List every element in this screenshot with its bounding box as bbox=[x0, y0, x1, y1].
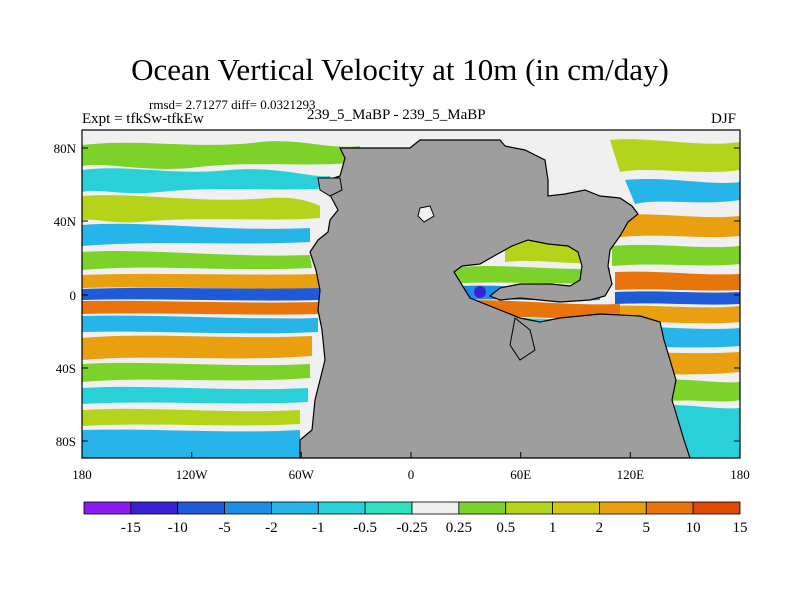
field-extreme bbox=[474, 286, 486, 298]
land-island bbox=[317, 177, 343, 197]
field-band bbox=[82, 429, 300, 458]
colorbar-label: 15 bbox=[733, 520, 748, 536]
lon-tick-label: 60E bbox=[510, 467, 531, 482]
colorbar-swatch bbox=[458, 501, 507, 515]
colorbar-swatch bbox=[130, 501, 179, 515]
field-band bbox=[82, 223, 310, 246]
run-label: 239_5_MaBP - 239_5_MaBP bbox=[307, 107, 486, 123]
field-band bbox=[615, 271, 740, 291]
field-band bbox=[615, 291, 740, 305]
field-band bbox=[82, 315, 318, 334]
colorbar-swatch bbox=[364, 501, 413, 515]
colorbar-swatch bbox=[505, 501, 553, 515]
field-band bbox=[82, 362, 310, 382]
lon-tick-label: 0 bbox=[408, 467, 415, 482]
lon-tick-label: 60W bbox=[289, 467, 315, 482]
field-band bbox=[82, 273, 322, 289]
field-band bbox=[625, 179, 740, 204]
colorbar-swatch bbox=[599, 501, 647, 515]
field-band bbox=[82, 287, 322, 301]
colorbar-label: 0.5 bbox=[496, 520, 515, 536]
season-label: DJF bbox=[711, 111, 737, 127]
colorbar-label: -15 bbox=[121, 520, 141, 536]
field-band bbox=[82, 386, 308, 404]
colorbar-label: -0.5 bbox=[353, 520, 377, 536]
colorbar-swatch bbox=[317, 501, 366, 515]
land-mass bbox=[299, 139, 691, 458]
lat-axis: 80N 40N 0 40S 80S bbox=[54, 141, 740, 449]
field-band bbox=[82, 251, 312, 270]
field-band bbox=[610, 139, 740, 172]
lon-tick-label: 180 bbox=[72, 467, 92, 482]
colorbar-label: -5 bbox=[218, 520, 231, 536]
field-band bbox=[82, 300, 320, 315]
colorbar-label: 2 bbox=[596, 520, 604, 536]
field-band bbox=[660, 379, 740, 402]
field-band bbox=[82, 168, 330, 194]
experiment-label: Expt = tfkSw-tfkEw bbox=[82, 111, 204, 127]
colorbar-swatch bbox=[177, 501, 225, 515]
colorbar-swatch bbox=[645, 501, 694, 515]
colorbar-swatch bbox=[692, 501, 741, 515]
lat-tick-label: 80S bbox=[56, 434, 76, 449]
land-island bbox=[417, 205, 435, 223]
colorbar-label: -1 bbox=[312, 520, 325, 536]
colorbar-swatch bbox=[224, 501, 272, 515]
field-band bbox=[82, 335, 312, 360]
colorbar-label: 10 bbox=[686, 520, 701, 536]
field-band bbox=[82, 141, 360, 169]
lon-tick-label: 120W bbox=[176, 467, 209, 482]
lon-tick-label: 180 bbox=[730, 467, 750, 482]
lat-tick-label: 0 bbox=[70, 288, 77, 303]
colorbar-swatch bbox=[411, 501, 460, 515]
colorbar: -15 -10 -5 -2 -1 -0.5 -0.25 0.25 0.5 1 2 5 10 15 bbox=[83, 501, 748, 536]
colorbar-label: -2 bbox=[265, 520, 278, 536]
lat-tick-label: 40N bbox=[54, 214, 77, 229]
lat-tick-label: 80N bbox=[54, 141, 77, 156]
colorbar-swatch bbox=[552, 501, 600, 515]
land-mass bbox=[509, 317, 536, 361]
colorbar-label: 0.25 bbox=[446, 520, 472, 536]
stats-label: rmsd= 2.71277 diff= 0.0321293 bbox=[149, 97, 316, 112]
colorbar-label: 1 bbox=[549, 520, 557, 536]
colorbar-label: 5 bbox=[643, 520, 651, 536]
field-band bbox=[450, 266, 610, 284]
lon-axis: 180 120W 60W 0 60E 120E 180 bbox=[72, 452, 750, 482]
lat-tick-label: 40S bbox=[56, 361, 76, 376]
map-title: Ocean Vertical Velocity at 10m (in cm/da… bbox=[131, 52, 669, 87]
field-band bbox=[82, 408, 300, 426]
field-band bbox=[612, 244, 740, 266]
colorbar-label: -10 bbox=[168, 520, 188, 536]
colorbar-swatch bbox=[83, 501, 132, 515]
field-band bbox=[82, 195, 320, 223]
map-field bbox=[82, 130, 740, 458]
colorbar-label: -0.25 bbox=[396, 520, 427, 536]
colorbar-swatch bbox=[271, 501, 319, 515]
lon-tick-label: 120E bbox=[617, 467, 645, 482]
field-band bbox=[612, 214, 740, 238]
